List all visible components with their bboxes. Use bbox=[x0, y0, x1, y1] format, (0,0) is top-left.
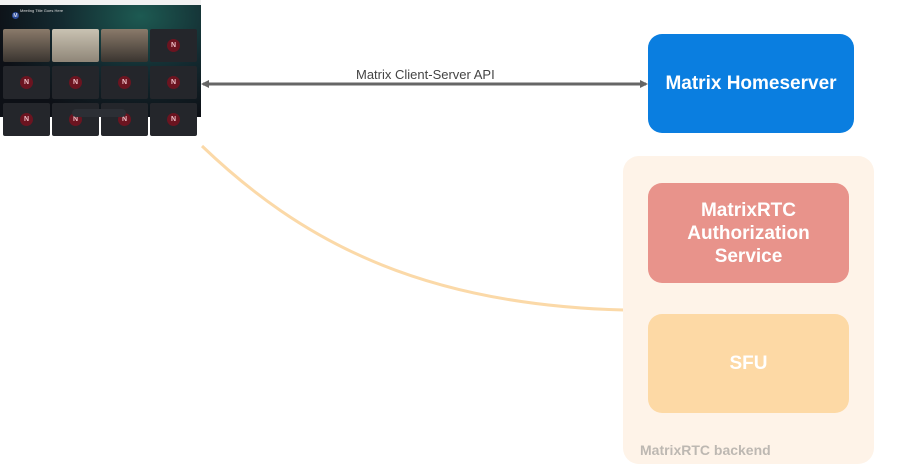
auth-service-node: MatrixRTC Authorization Service bbox=[648, 183, 849, 283]
avatar-tile: N bbox=[101, 66, 148, 99]
homeserver-node: Matrix Homeserver bbox=[648, 34, 854, 133]
video-tile bbox=[52, 29, 99, 62]
avatar-tile: N bbox=[150, 66, 197, 99]
client-server-label: Matrix Client-Server API bbox=[356, 67, 495, 82]
avatar-tile: N bbox=[3, 66, 50, 99]
avatar-tile: N bbox=[52, 103, 99, 136]
client-backend-curve bbox=[200, 144, 625, 312]
avatar-tile: N bbox=[150, 103, 197, 136]
avatar-tile: N bbox=[150, 29, 197, 62]
backend-group-label: MatrixRTC backend bbox=[640, 442, 771, 458]
video-tile bbox=[101, 29, 148, 62]
video-tile bbox=[3, 29, 50, 62]
call-controls bbox=[72, 109, 126, 117]
browser-bar bbox=[0, 0, 201, 5]
element-call-screenshot: M Meeting Title Goes Here N N N N N N N … bbox=[0, 0, 201, 136]
avatar-tile: N bbox=[101, 103, 148, 136]
avatar-tile: N bbox=[3, 103, 50, 136]
meeting-title: Meeting Title Goes Here bbox=[20, 8, 64, 13]
avatar-tile: N bbox=[52, 66, 99, 99]
sfu-node: SFU bbox=[648, 314, 849, 413]
room-avatar: M bbox=[12, 12, 19, 19]
